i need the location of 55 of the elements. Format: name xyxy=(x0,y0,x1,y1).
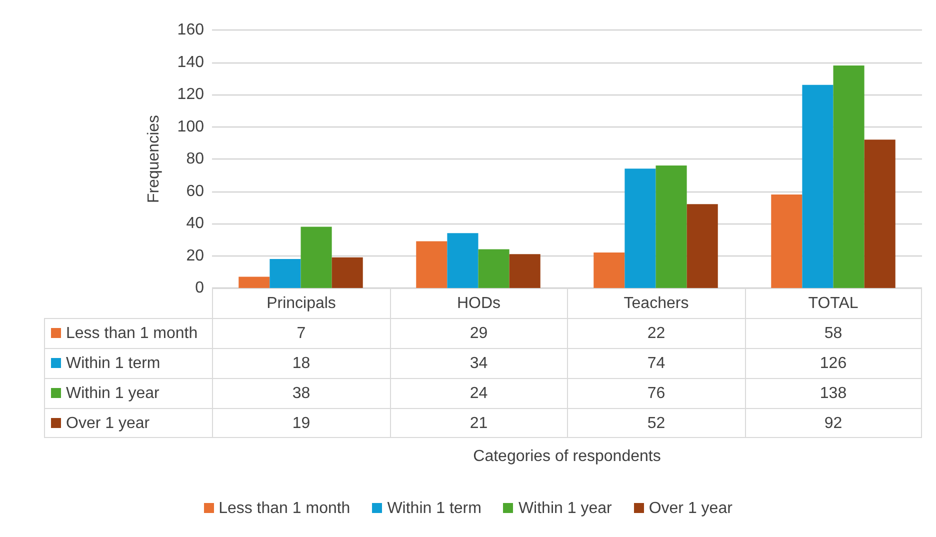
bar xyxy=(833,65,864,288)
bar xyxy=(300,226,332,288)
bar xyxy=(624,168,656,288)
data-label: 22 xyxy=(567,318,744,348)
y-tick-label: 20 xyxy=(186,247,204,264)
data-label: 34 xyxy=(390,348,567,378)
bar xyxy=(270,258,301,288)
data-label: 19 xyxy=(212,408,390,438)
data-label: 18 xyxy=(212,348,390,378)
legend-label: Within 1 year xyxy=(66,385,160,402)
data-label: 7 xyxy=(212,318,390,348)
bar xyxy=(238,276,270,288)
bar xyxy=(447,233,478,288)
data-label: 126 xyxy=(744,348,922,378)
bar xyxy=(332,257,363,288)
y-tick-label: 40 xyxy=(186,215,204,232)
data-label: 29 xyxy=(390,318,567,348)
x-tick-label: TOTAL xyxy=(744,288,922,318)
x-tick-label: Principals xyxy=(212,288,390,318)
y-tick-label: 140 xyxy=(177,54,204,71)
data-label: 76 xyxy=(567,378,744,408)
data-label: 38 xyxy=(212,378,390,408)
y-tick-label: 100 xyxy=(177,118,204,136)
legend-label: Less than 1 month xyxy=(66,325,198,342)
text: Within 1 year xyxy=(518,500,612,517)
x-tick-label: Teachers xyxy=(567,288,744,318)
y-tick-label: 60 xyxy=(186,182,204,200)
bar xyxy=(656,165,687,288)
data-label: 138 xyxy=(744,378,922,408)
bar xyxy=(771,194,802,288)
bar xyxy=(686,204,718,288)
bar xyxy=(478,249,510,288)
y-tick-label: 160 xyxy=(177,22,204,38)
bar xyxy=(509,254,540,288)
legend-label: Over 1 year xyxy=(648,500,732,517)
y-tick-label: 0 xyxy=(195,280,204,296)
data-label: 92 xyxy=(744,408,922,438)
y-axis-title: Frequencies xyxy=(146,114,162,204)
bar xyxy=(594,252,625,288)
x-tick-label: HODs xyxy=(390,288,567,318)
bar xyxy=(864,140,896,288)
text: Over 1 year xyxy=(66,415,150,432)
data-label: 58 xyxy=(744,318,922,348)
bar xyxy=(802,84,834,288)
text: Within 1 term xyxy=(387,500,482,517)
data-label: 21 xyxy=(390,408,567,438)
legend-label: Within 1 term xyxy=(66,355,160,372)
y-tick-label: 120 xyxy=(177,86,204,103)
y-tick-label: 80 xyxy=(186,150,204,168)
data-label: 74 xyxy=(567,348,744,378)
text: Less than 1 month xyxy=(218,500,350,517)
data-label: 52 xyxy=(567,408,744,438)
bar xyxy=(416,241,448,288)
text: Categories of respondents xyxy=(472,448,662,466)
data-label: 24 xyxy=(390,378,567,408)
